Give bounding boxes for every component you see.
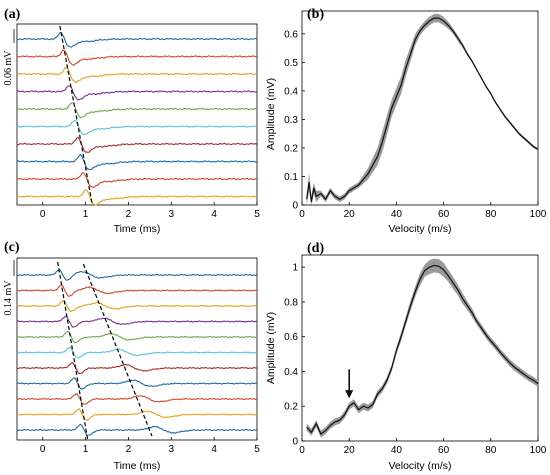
panel-d-error-band: [306, 258, 538, 438]
panel-c-label: (c): [4, 240, 20, 255]
panel-c-x-tick-label: 2: [126, 444, 132, 455]
panel-b-x-ticks: 0 20 40 60 80 100: [299, 202, 547, 220]
panel-a-x-label: Time (ms): [114, 223, 161, 235]
panel-a-x-tick-label: 4: [211, 209, 217, 220]
panel-b-y-tick-label: 0.3: [284, 115, 298, 126]
panel-c-axes: [16, 257, 258, 441]
panel-b-x-tick-label: 60: [438, 209, 450, 220]
panel-c-trace: [16, 361, 258, 375]
panel-b-y-label: Amplitude (mV): [265, 78, 277, 150]
panel-b-x-tick-label: 40: [391, 209, 403, 220]
panel-c-trace: [16, 299, 258, 313]
panel-a-label: (a): [4, 7, 21, 22]
panel-a-trace: [16, 119, 258, 136]
panel-a-x-ticks: 0 1 2 3 4 5: [40, 202, 260, 220]
panel-b-label: (b): [307, 7, 324, 22]
panel-a-trace: [16, 85, 258, 101]
panel-c: (c) 0.14 mV 0 1 2 3 4 5 Time (ms): [3, 240, 260, 472]
panel-d-y-tick-label: 0.6: [284, 332, 298, 343]
panel-b-y-tick-label: 0: [292, 201, 298, 212]
panel-c-x-tick-label: 5: [254, 444, 260, 455]
panel-a-x-tick-label: 3: [169, 209, 175, 220]
panel-a-trace: [16, 188, 258, 206]
panel-a-trace: [16, 31, 258, 48]
panel-d-y-tick-label: 0.8: [284, 297, 298, 308]
panel-d-mean-line: [306, 264, 539, 435]
panel-d-arrow: [345, 369, 354, 399]
panel-d-arrow-head: [345, 390, 354, 399]
panel-b: (b) Amplitude (mV) 0 20 40 60 80 100 00.10.20…: [265, 7, 547, 235]
panel-d-x-tick-label: 0: [299, 445, 305, 456]
panel-d-x-label: Velocity (m/s): [388, 460, 451, 472]
panel-c-x-tick-label: 1: [83, 444, 89, 455]
panel-c-x-label: Time (ms): [114, 460, 161, 472]
panel-b-y-tick-label: 0.2: [284, 143, 298, 154]
panel-a-x-tick-label: 1: [83, 209, 89, 220]
panel-c-trace: [16, 284, 258, 297]
panel-c-trace: [16, 269, 258, 281]
panel-c-trace: [16, 393, 258, 405]
panel-a-trace: [16, 67, 258, 84]
panel-d-y-ticks: 0 0.2 0.4 0.6 0.8 1: [284, 263, 305, 448]
panel-d-y-tick-label: 0.2: [284, 402, 298, 413]
panel-a-trace: [16, 171, 258, 189]
panel-d-x-ticks: 0 20 40 60 80 100: [299, 438, 547, 456]
panel-b-y-ticks: 0 0.1 0.2 0.3 0.4 0.5 0.6: [284, 29, 305, 212]
panel-b-y-tick-label: 0.1: [284, 172, 298, 183]
panel-d-label: (d): [307, 241, 324, 256]
panel-d-axes: [301, 254, 539, 442]
panel-d-y-tick-label: 0: [292, 437, 298, 448]
panel-d-x-tick-label: 80: [485, 445, 497, 456]
panel-a-x-tick-label: 2: [126, 209, 132, 220]
panel-c-trace: [16, 423, 258, 436]
panel-a: (a) 0.06 mV 0 1 2 3 4 5 Time (ms): [3, 7, 260, 235]
panel-a-trace: [16, 136, 258, 153]
panel-b-x-tick-label: 0: [299, 209, 305, 220]
panel-b-x-label: Velocity (m/s): [388, 223, 451, 235]
panel-c-scale-bar-label: 0.14 mV: [3, 280, 14, 316]
panel-c-x-tick-label: 3: [169, 444, 175, 455]
panel-a-dashed-guide: [59, 25, 93, 204]
panel-b-y-tick-label: 0.4: [284, 86, 298, 97]
panel-d-y-label: Amplitude (mV): [265, 312, 277, 384]
panel-b-x-tick-label: 100: [530, 209, 547, 220]
panel-b-error-band: [306, 13, 538, 206]
panel-c-trace: [16, 408, 258, 421]
panel-b-mean-line: [306, 17, 539, 203]
panel-a-x-tick-label: 5: [254, 209, 260, 220]
panel-c-trace: [16, 377, 258, 390]
panel-d-x-tick-label: 100: [530, 445, 547, 456]
panel-d-x-tick-label: 40: [391, 445, 403, 456]
panel-a-trace: [16, 49, 258, 66]
panel-c-trace: [16, 330, 258, 344]
panel-d-y-tick-label: 1: [292, 263, 298, 274]
panel-c-trace: [16, 315, 258, 328]
panel-c-trace: [16, 346, 258, 359]
panel-a-x-tick-label: 0: [40, 209, 46, 220]
panel-c-dashed-guide-slow: [82, 263, 153, 437]
panel-b-x-tick-label: 80: [485, 209, 497, 220]
panel-d-x-tick-label: 60: [438, 445, 450, 456]
panel-a-traces: [16, 31, 258, 206]
panel-a-trace: [16, 101, 258, 119]
panel-c-dashed-guide-fast: [57, 261, 89, 441]
panel-b-y-tick-label: 0.5: [284, 58, 298, 69]
panel-a-axes: [16, 23, 258, 206]
panel-d-y-tick-label: 0.4: [284, 367, 298, 378]
panel-c-x-tick-label: 0: [40, 444, 46, 455]
panel-d: (d) Amplitude (mV) 0 20 40 60 80 100 00.20.40…: [265, 241, 547, 472]
panel-b-y-tick-label: 0.6: [284, 29, 298, 40]
panel-c-traces: [16, 269, 258, 436]
panel-c-x-ticks: 0 1 2 3 4 5: [40, 437, 260, 455]
panel-a-trace: [16, 153, 258, 171]
panel-b-axes: [301, 10, 539, 206]
panel-d-x-tick-label: 20: [344, 445, 356, 456]
panel-c-x-tick-label: 4: [211, 444, 217, 455]
panel-a-scale-bar-label: 0.06 mV: [3, 50, 14, 86]
panel-b-x-tick-label: 20: [344, 209, 356, 220]
